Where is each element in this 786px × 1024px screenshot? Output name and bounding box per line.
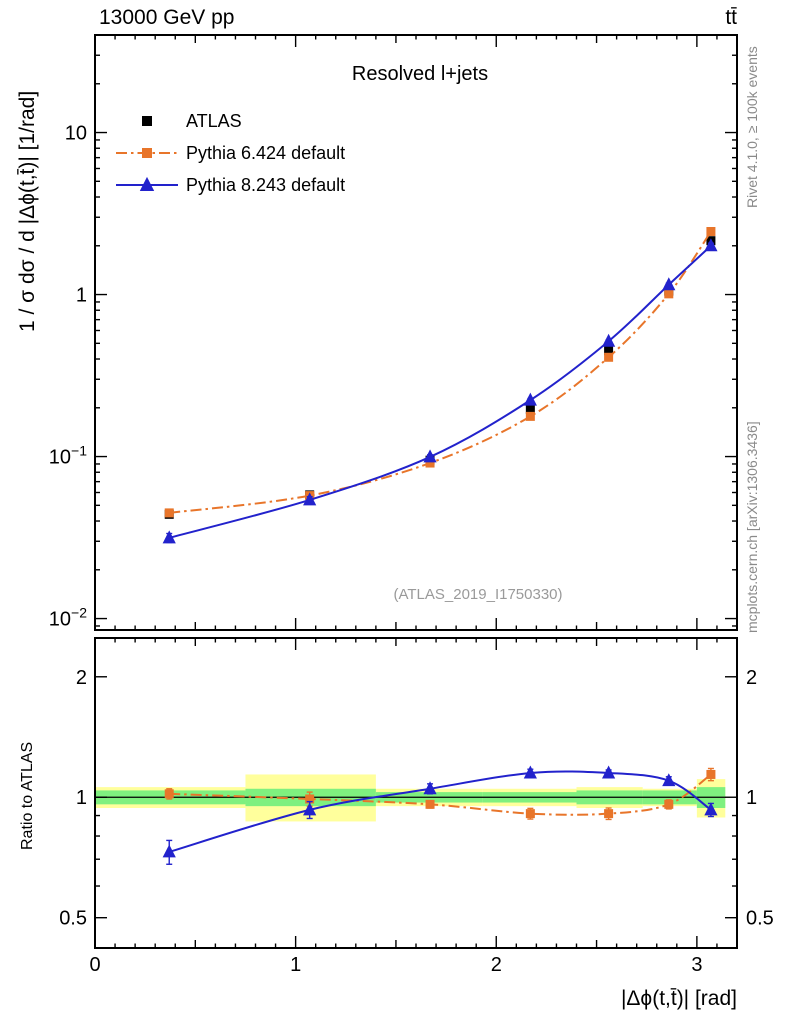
panel-frames — [94, 34, 738, 949]
data-point-marker — [523, 392, 537, 406]
series-line — [169, 230, 712, 514]
data-point-marker — [664, 289, 674, 299]
x-axis-title: |Δϕ(t,t̄)| [rad] — [621, 987, 737, 1010]
data-point-marker — [142, 148, 152, 158]
data-point-marker — [662, 277, 676, 291]
data-point-marker — [423, 781, 437, 795]
series-line — [168, 770, 712, 853]
ratio-tick-label: 2 — [76, 667, 87, 689]
data-point-marker — [602, 333, 616, 347]
data-point-marker — [525, 809, 535, 819]
x-tick-label: 3 — [691, 954, 702, 976]
data-series — [162, 226, 718, 865]
ratio-tick-label: 1 — [76, 787, 87, 809]
y-tick-label: 1 — [76, 285, 87, 307]
x-tick-label: 2 — [491, 954, 502, 976]
y-tick-label: 10−2 — [49, 605, 87, 631]
analysis-watermark: (ATLAS_2019_I1750330) — [393, 586, 562, 603]
uncertainty-bands — [95, 774, 726, 822]
data-point-marker — [425, 799, 435, 809]
data-point-marker — [303, 492, 317, 506]
ratio-tick-label-right: 1 — [746, 787, 757, 809]
panel-frame — [94, 34, 738, 631]
beam-energy-label: 13000 GeV pp — [99, 6, 234, 29]
data-point-marker — [604, 809, 614, 819]
data-point-marker — [162, 844, 176, 858]
data-point-marker — [602, 765, 616, 779]
legend-label: Pythia 6.424 default — [186, 143, 345, 163]
data-point-marker — [523, 765, 537, 779]
data-point-marker — [604, 346, 614, 356]
y-tick-label: 10−1 — [49, 443, 87, 469]
data-point-marker — [706, 226, 716, 236]
mcplots-reference-note: mcplots.cern.ch [arXiv:1306.3436] — [744, 421, 760, 633]
data-point-marker — [525, 411, 535, 421]
data-point-marker — [525, 405, 535, 415]
data-point-marker — [164, 789, 174, 799]
data-point-marker — [662, 773, 676, 787]
y-tick-label: 10 — [65, 123, 87, 145]
axes-and-ticks: 0 1 2 3 10−2 10−1 1 10 0.5 0.5 1 1 2 2 — [49, 34, 774, 976]
data-point-marker — [164, 508, 174, 518]
ratio-tick-label-right: 0.5 — [746, 908, 774, 930]
data-point-marker — [423, 449, 437, 463]
series-line — [168, 245, 712, 539]
x-tick-label: 0 — [89, 954, 100, 976]
data-point-marker — [704, 238, 718, 252]
ratio-tick-label-right: 2 — [746, 667, 757, 689]
data-point-marker — [706, 769, 716, 779]
data-point-marker — [139, 176, 155, 191]
data-point-marker — [305, 794, 315, 804]
data-point-marker — [604, 352, 614, 362]
process-label: tt̄ — [725, 6, 737, 29]
y-axis-title: 1 / σ dσ / d |Δϕ(t,t̄)| [1/rad] — [16, 91, 39, 332]
legend-label: ATLAS — [186, 111, 242, 131]
legend-label: Pythia 8.243 default — [186, 175, 345, 195]
data-point-marker — [303, 802, 317, 816]
data-point-marker — [664, 799, 674, 809]
ratio-axis-title: Ratio to ATLAS — [19, 742, 36, 850]
x-tick-label: 1 — [290, 954, 301, 976]
legend: ATLAS Pythia 6.424 default Pythia 8.243 de… — [116, 111, 345, 195]
ratio-tick-label: 0.5 — [59, 908, 87, 930]
series-line — [169, 773, 712, 816]
rivet-version-note: Rivet 4.1.0, ≥ 100k events — [744, 46, 760, 208]
data-point-marker — [704, 802, 718, 816]
data-point-marker — [425, 458, 435, 468]
plot-title: Resolved l+jets — [352, 63, 488, 85]
panel-frame — [94, 637, 738, 949]
data-point-marker — [162, 530, 176, 544]
data-point-marker — [142, 116, 152, 126]
